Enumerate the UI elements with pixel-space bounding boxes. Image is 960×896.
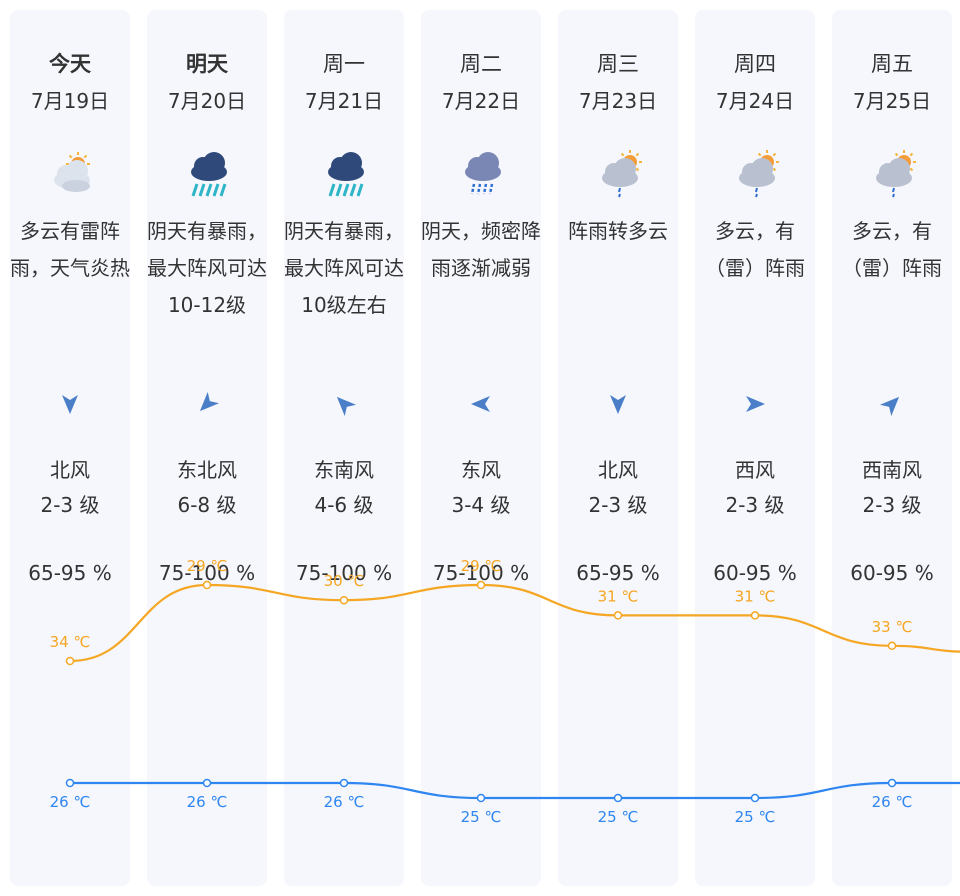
high-temp-label: 29 ℃ bbox=[461, 557, 502, 575]
day-label: 周五 bbox=[871, 52, 913, 76]
high-temp-label: 29 ℃ bbox=[187, 557, 228, 575]
high-temp-label: 30 ℃ bbox=[324, 572, 365, 590]
humidity: 65-95 % bbox=[28, 561, 112, 585]
date-label: 7月22日 bbox=[441, 89, 521, 113]
day-label: 周二 bbox=[460, 52, 502, 76]
humidity: 60-95 % bbox=[713, 561, 797, 585]
wind-arrow-southwest-icon bbox=[879, 396, 900, 417]
wind-level: 6-8 级 bbox=[177, 493, 237, 517]
high-temp-label: 33 ℃ bbox=[872, 618, 913, 636]
low-temp-point bbox=[339, 778, 349, 788]
weather-description: 多云有雷阵雨，天气炎热 bbox=[10, 219, 130, 280]
wind-arrow-north-icon bbox=[610, 395, 626, 414]
high-temp-point bbox=[887, 641, 897, 651]
low-temp-point bbox=[65, 778, 75, 788]
low-temp-label: 25 ℃ bbox=[735, 808, 776, 826]
low-temp-label: 25 ℃ bbox=[461, 808, 502, 826]
wind-level: 3-4 级 bbox=[451, 493, 511, 517]
wind-direction: 北风 bbox=[598, 458, 638, 482]
day-column[interactable]: 周五 7月25日 多云，有（雷）阵雨 西南风 2-3 级 60-95 % bbox=[832, 10, 952, 886]
date-label: 7月20日 bbox=[167, 89, 247, 113]
high-temp-label: 34 ℃ bbox=[50, 633, 91, 651]
wind-direction: 东北风 bbox=[177, 458, 237, 482]
wind-arrow-west-icon bbox=[746, 396, 765, 412]
day-label: 周三 bbox=[597, 52, 639, 76]
humidity: 65-95 % bbox=[576, 561, 660, 585]
wind-direction: 西风 bbox=[735, 458, 775, 482]
wind-level: 2-3 级 bbox=[862, 493, 922, 517]
date-label: 7月19日 bbox=[30, 89, 110, 113]
shower-icon bbox=[876, 150, 916, 198]
day-column[interactable]: 今天 7月19日 多云有雷阵雨，天气炎热 北风 2-3 级 65-95 % bbox=[10, 10, 130, 886]
high-temp-point bbox=[750, 611, 760, 620]
high-temp-label: 31 ℃ bbox=[598, 587, 639, 605]
weather-description: 阵雨转多云 bbox=[568, 219, 668, 243]
wind-direction: 北风 bbox=[50, 458, 90, 482]
date-label: 7月21日 bbox=[304, 89, 384, 113]
wind-arrow-southeast-icon bbox=[336, 396, 357, 417]
low-temp-point bbox=[613, 793, 623, 803]
low-temp-point bbox=[476, 793, 486, 803]
weather-description: 阴天，频密降雨逐渐减弱 bbox=[421, 219, 541, 280]
partly-cloudy-thunder-icon bbox=[54, 152, 90, 192]
heavy-rain-icon bbox=[328, 152, 364, 197]
low-temp-label: 26 ℃ bbox=[872, 793, 913, 811]
weather-description: 阴天有暴雨，最大阵风可达10级左右 bbox=[284, 219, 404, 317]
humidity: 75-100 % bbox=[295, 561, 393, 585]
day-column[interactable]: 周一 7月21日 阴天有暴雨，最大阵风可达10级左右 东南风 4-6 级 75-… bbox=[284, 10, 404, 886]
high-temp-point bbox=[476, 580, 486, 590]
wind-arrow-northeast-icon bbox=[199, 391, 220, 412]
high-temp-point bbox=[613, 611, 623, 620]
wind-arrow-north-icon bbox=[62, 395, 78, 414]
low-temp-point bbox=[887, 778, 897, 788]
day-column[interactable]: 周二 7月22日 阴天，频密降雨逐渐减弱 东风 3-4 级 75-100 % bbox=[421, 10, 541, 886]
weather-description: 多云，有（雷）阵雨 bbox=[705, 219, 805, 280]
day-column[interactable]: 周三 7月23日 阵雨转多云 北风 2-3 级 65-95 % bbox=[558, 10, 678, 886]
low-temp-point bbox=[202, 778, 212, 788]
day-label: 今天 bbox=[49, 52, 91, 76]
weather-description: 多云，有（雷）阵雨 bbox=[842, 219, 942, 280]
day-label: 周一 bbox=[323, 52, 365, 76]
day-label: 周四 bbox=[734, 52, 776, 76]
low-temp-point bbox=[750, 793, 760, 803]
low-temp-label: 26 ℃ bbox=[324, 793, 365, 811]
high-temp-label: 31 ℃ bbox=[735, 587, 776, 605]
wind-level: 2-3 级 bbox=[588, 493, 648, 517]
wind-direction: 东南风 bbox=[314, 458, 374, 482]
low-temp-label: 25 ℃ bbox=[598, 808, 639, 826]
low-temp-label: 26 ℃ bbox=[50, 793, 91, 811]
wind-direction: 西南风 bbox=[862, 458, 922, 482]
wind-level: 2-3 级 bbox=[725, 493, 785, 517]
shower-icon bbox=[602, 150, 642, 198]
high-temp-point bbox=[339, 595, 349, 605]
date-label: 7月25日 bbox=[852, 89, 932, 113]
wind-level: 4-6 级 bbox=[314, 493, 374, 517]
heavy-rain-icon bbox=[191, 152, 227, 197]
high-temp-point bbox=[65, 656, 75, 666]
high-temp-point bbox=[202, 580, 212, 590]
wind-level: 2-3 级 bbox=[40, 493, 100, 517]
humidity: 60-95 % bbox=[850, 561, 934, 585]
high-temp-line bbox=[69, 583, 960, 663]
wind-arrow-east-icon bbox=[471, 396, 490, 412]
day-column[interactable]: 明天 7月20日 阴天有暴雨，最大阵风可达10-12级 东北风 6-8 级 75… bbox=[147, 10, 267, 886]
low-temp-label: 26 ℃ bbox=[187, 793, 228, 811]
shower-icon bbox=[739, 150, 779, 198]
overcast-rain-icon bbox=[465, 152, 501, 195]
date-label: 7月23日 bbox=[578, 89, 658, 113]
date-label: 7月24日 bbox=[715, 89, 795, 113]
weather-description: 阴天有暴雨，最大阵风可达10-12级 bbox=[147, 219, 267, 317]
low-temp-line bbox=[69, 781, 960, 800]
wind-direction: 东风 bbox=[461, 458, 501, 482]
day-label: 明天 bbox=[186, 52, 228, 76]
day-column[interactable]: 周四 7月24日 多云，有（雷）阵雨 西风 2-3 级 60-95 % bbox=[695, 10, 815, 886]
